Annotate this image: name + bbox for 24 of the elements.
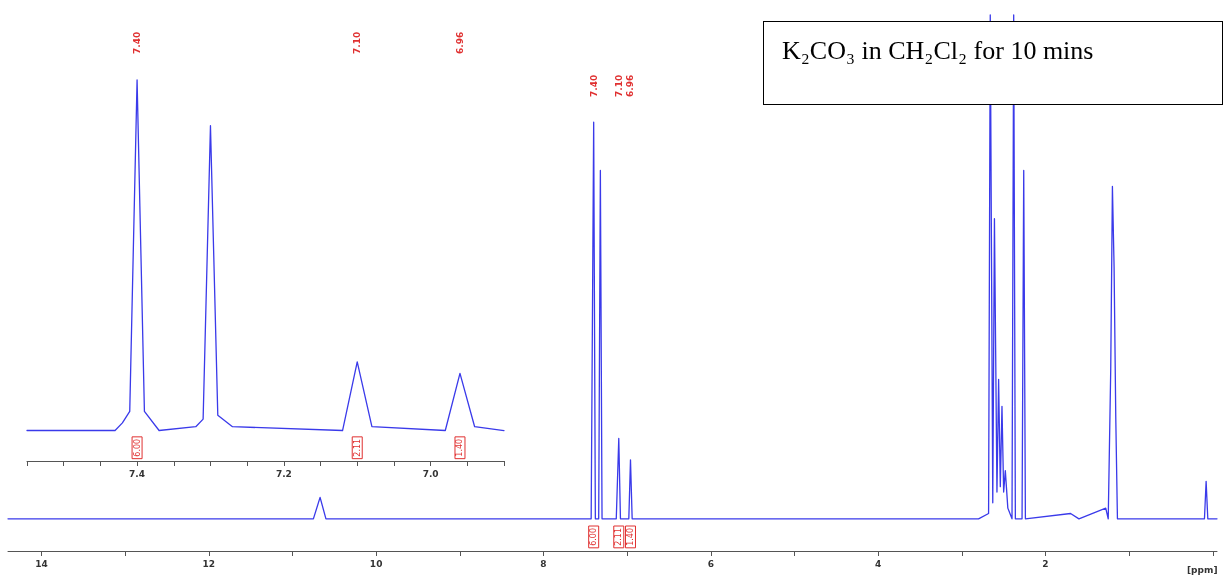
x2-tick-label: 7.10 [613,74,624,97]
x2-tick-label: 6.96 [454,31,465,54]
x-tick-label: 4 [875,558,882,569]
x-tick-label: 6 [707,558,714,569]
x2-tick-label: 7.40 [588,74,599,97]
x-tick-label: 10 [369,558,383,569]
x-tick-label: 12 [202,558,216,569]
x-tick-label: 7.2 [275,468,292,479]
text-box: K₂CO₃ in CH₂Cl₂ for 10 mins [763,21,1223,105]
x2-tick-label: 6.96 [625,74,636,97]
annotation: 2.11 [614,528,624,546]
annotation: 2.11 [352,438,362,457]
annotation: 6.00 [132,438,142,457]
x-tick-label: 8 [540,558,547,569]
x2-tick-label: 7.10 [352,31,363,54]
x2-tick-label: 7.40 [132,31,143,54]
annotation: 6.00 [589,528,599,546]
x-tick-label: 14 [35,558,48,569]
x-axis-title: [ppm] [1187,564,1218,575]
annotation: 1.40 [625,528,635,546]
annotation: 1.40 [455,438,465,457]
x-tick-label: 2 [1042,558,1049,569]
x-tick-label: 7.4 [129,468,146,479]
x-tick-label: 7.0 [422,468,439,479]
